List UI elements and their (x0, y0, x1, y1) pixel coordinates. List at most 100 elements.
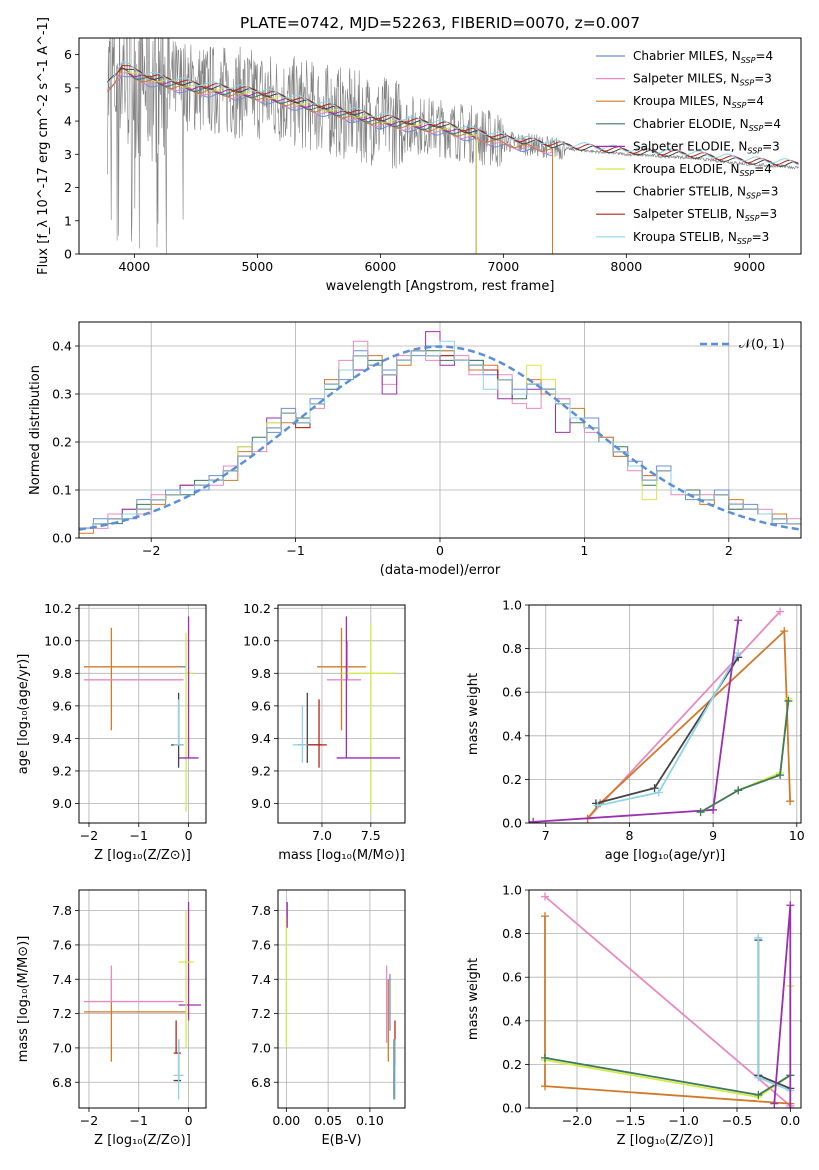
y-tick-label: 0.3 (52, 387, 72, 402)
panel-mass-vs-Z: −2 −1 0 6.8 7.0 7.2 7.4 7.6 7.8 Z [log₁₀(Z/Z⊙)] ma… (16, 889, 207, 1148)
y-tick-label: 1.0 (502, 598, 522, 613)
figure-title: PLATE=0742, MJD=52263, FIBERID=0070, z=0… (240, 14, 640, 32)
model-line (106, 65, 799, 166)
y-tick-label: 5 (64, 80, 72, 95)
x-tick-label: 8000 (610, 259, 642, 274)
data-marker (770, 1099, 779, 1108)
data-marker (541, 1082, 549, 1091)
y-tick-label: 10.0 (243, 633, 271, 648)
data-marker (654, 788, 663, 797)
y-tick-label: 6 (64, 47, 72, 62)
x-tick-label: 0 (185, 828, 193, 843)
y-tick-label: 9.4 (251, 731, 271, 746)
x-tick-label: 7.5 (361, 828, 381, 843)
axes-frame (78, 321, 802, 539)
y-tick-label: 7.6 (52, 937, 72, 952)
x-tick-label: 0 (185, 1113, 193, 1128)
y-tick-label: 9.0 (251, 796, 271, 811)
x-tick-label: 10 (789, 828, 805, 843)
legend-label: Salpeter MILES, NSSP=3 (633, 72, 772, 88)
y-tick-label: 10.2 (243, 601, 271, 616)
model-line (106, 72, 553, 254)
x-tick-label: 4000 (118, 259, 150, 274)
y-tick-label: 4 (64, 114, 72, 129)
x-tick-label: 9 (709, 828, 717, 843)
error-bar-point (83, 979, 187, 1062)
data-spectrum (107, 38, 799, 254)
y-tick-label: 9.2 (251, 763, 271, 778)
error-bar-point (173, 1039, 182, 1082)
data-marker (784, 696, 793, 705)
series-line (700, 700, 790, 813)
x-tick-label: 7.0 (312, 828, 332, 843)
y-tick-label: 0.0 (52, 531, 72, 546)
x-tick-label: 1 (580, 543, 588, 558)
y-tick-label: 9.6 (52, 698, 72, 713)
y-tick-label: 0 (64, 247, 72, 262)
series-line (533, 620, 740, 823)
error-bar-point (326, 640, 362, 681)
data-marker (780, 627, 789, 636)
y-tick-label: 7.4 (251, 972, 271, 987)
plot-area (285, 902, 396, 1100)
x-tick-label: −1.0 (668, 1113, 698, 1128)
model-line (124, 68, 477, 254)
x-tick-label: 7000 (487, 259, 519, 274)
data-marker (734, 616, 743, 625)
y-tick-label: 9.2 (52, 763, 72, 778)
y-tick-label: 0.4 (502, 1013, 522, 1028)
data-marker (786, 797, 795, 806)
y-tick-label: 7.2 (251, 1006, 271, 1021)
x-tick-label: −0.5 (722, 1113, 752, 1128)
x-tick-label: 0.05 (314, 1113, 342, 1128)
data-marker (541, 1053, 549, 1062)
legend-label: Kroupa ELODIE, NSSP=4 (633, 162, 772, 178)
data-marker (754, 1090, 763, 1099)
data-marker (776, 771, 785, 780)
panel-mass-weight-vs-age: 7 8 9 10 0.0 0.2 0.4 0.6 0.8 1.0 age [log₁₀(age/yr… (466, 598, 805, 864)
error-bar-point (173, 1039, 184, 1100)
error-bar-point (173, 1020, 182, 1054)
error-bar-point (341, 624, 396, 812)
x-tick-label: 0.00 (272, 1113, 300, 1128)
y-tick-label: 0.0 (502, 816, 522, 831)
panel-residuals: −2 −1 0 1 2 0.0 0.1 0.2 0.3 0.4 (data-model)/error… (28, 321, 802, 578)
series-line (700, 698, 790, 813)
x-tick-label: −2 (142, 543, 160, 558)
error-bar-point (336, 616, 401, 759)
x-tick-label: 7 (542, 828, 550, 843)
legend-label: Chabrier ELODIE, NSSP=4 (633, 117, 781, 133)
y-tick-label: 6.8 (52, 1075, 72, 1090)
plot-area (83, 902, 202, 1100)
y-tick-label: 1.0 (502, 883, 522, 898)
x-tick-label: −1 (286, 543, 304, 558)
error-bar-point (83, 965, 184, 1003)
x-axis-label: (data-model)/error (380, 563, 501, 578)
x-tick-label: −2.0 (562, 1113, 592, 1128)
panel-mass-vs-EBV: 0.00 0.05 0.10 6.8 7.0 7.2 7.4 7.6 7.8 E(B-V) (251, 889, 406, 1148)
x-tick-label: −2 (80, 1113, 98, 1128)
y-tick-label: 0.6 (502, 685, 522, 700)
y-tick-label: 0.4 (502, 728, 522, 743)
series-line (544, 985, 792, 1099)
error-bar-point (83, 627, 187, 731)
data-marker (541, 892, 549, 901)
y-tick-label: 2 (64, 180, 72, 195)
y-tick-label: 7.2 (52, 1006, 72, 1021)
y-tick-label: 0.2 (52, 435, 72, 450)
plot-area (79, 331, 801, 534)
x-tick-label: −1.5 (615, 1113, 645, 1128)
model-line (124, 69, 477, 254)
y-tick-label: 0.6 (502, 970, 522, 985)
normal-curve (79, 345, 801, 531)
y-tick-label: 7.4 (52, 972, 72, 987)
error-bar-point (173, 699, 184, 746)
x-tick-label: 0.10 (356, 1113, 384, 1128)
axes-frame (277, 889, 406, 1109)
axes-frame (78, 889, 207, 1109)
plot-area (541, 892, 795, 1108)
plot-area (106, 38, 799, 254)
y-tick-label: 0.2 (502, 772, 522, 787)
legend-label: Chabrier MILES, NSSP=4 (633, 49, 773, 65)
data-marker (776, 607, 785, 616)
